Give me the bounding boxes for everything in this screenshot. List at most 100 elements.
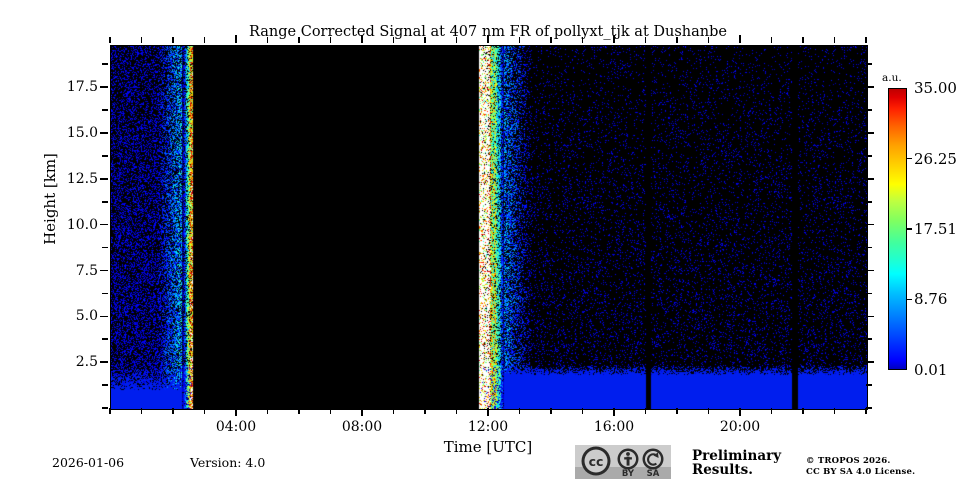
x-tick [833,408,836,414]
colorbar-unit-label: a.u. [882,72,902,84]
x-tick [329,408,332,414]
colorbar-tick-label: 17.51 [914,219,957,238]
x-tick [140,408,143,414]
x-tick-top [329,37,332,44]
x-tick-label: 20:00 [719,419,761,435]
x-tick [109,408,111,414]
x-tick-label: 16:00 [593,419,635,435]
page-title: Range Corrected Signal at 407 nm FR of p… [249,24,727,40]
x-tick-top [707,37,710,44]
x-tick-top [392,37,395,44]
x-tick [392,408,395,414]
x-tick-top [644,37,647,44]
y-tick [102,338,109,341]
y-tick-right [866,361,874,363]
x-tick-top [613,35,615,44]
x-tick [802,408,804,414]
cc-by-label: BY [622,469,635,479]
x-tick [203,408,206,414]
y-tick-right [866,109,872,111]
copyright-line-2: CC BY SA 4.0 License. [806,467,916,477]
preliminary-line-1: Preliminary [692,448,782,464]
x-tick-top [802,37,804,44]
cc-badge-icon: cc BY SA [575,445,671,479]
x-tick-top [865,37,867,44]
y-tick-right [866,246,872,249]
x-tick [266,408,269,414]
colorbar-tick [907,228,912,230]
heatmap-canvas [111,46,867,409]
y-tick-right [866,178,874,180]
y-tick-right [866,86,874,88]
y-tick-right [866,407,872,409]
x-tick-top [770,37,773,44]
y-tick [100,132,109,134]
x-tick [644,408,647,414]
y-tick-right [866,155,872,157]
y-tick-right [866,63,872,66]
y-tick-label: 15.0 [66,125,98,141]
x-tick [676,408,678,414]
x-tick-top [266,37,269,44]
creative-commons-badge: cc BY SA [575,445,671,479]
x-tick [361,408,363,416]
y-tick [100,269,109,272]
x-tick [770,408,773,414]
x-tick-top [550,37,552,44]
x-tick [298,408,300,414]
y-tick [102,109,109,111]
y-tick [100,223,109,226]
x-tick [235,408,237,416]
y-tick-right [866,132,874,134]
y-tick [102,246,109,249]
y-tick [102,384,109,386]
y-tick-label: 10.0 [66,216,98,233]
svg-text:cc: cc [589,454,604,469]
y-tick [102,155,109,157]
colorbar-tick-label: 35.00 [914,79,957,97]
y-tick-label: 12.5 [66,170,98,187]
y-tick [100,315,109,318]
y-tick [100,86,109,88]
colorbar-tick [907,157,912,160]
x-tick-top [487,35,489,44]
x-tick-top [581,37,584,44]
y-tick-label: 7.5 [75,262,98,279]
y-axis-label: Height [km] [41,153,59,245]
x-tick [707,408,710,414]
colorbar-tick [907,298,912,301]
x-tick-top [109,37,111,44]
y-tick-right [866,223,874,226]
y-tick-label: 17.5 [66,79,98,96]
x-tick [518,408,521,414]
copyright-note: © TROPOS 2026. CC BY SA 4.0 License. [806,456,915,478]
y-tick [100,178,109,180]
y-tick [100,361,109,363]
x-tick-label: 08:00 [341,419,383,435]
footer-version: Version: 4.0 [190,455,266,470]
y-tick-right [866,200,872,203]
preliminary-line-2: Results. [692,462,753,478]
heatmap-axes [110,45,868,410]
colorbar-tick-label: 26.25 [914,149,957,168]
y-tick [102,200,109,203]
x-axis-label: Time [UTC] [443,438,533,456]
x-tick [172,408,174,414]
y-tick [102,292,109,295]
colorbar-tick-label: 8.76 [914,290,948,309]
x-tick [613,408,615,416]
x-tick-top [298,37,300,44]
x-tick-top [140,37,143,44]
cc-sa-label: SA [647,469,660,479]
y-tick-right [866,338,872,341]
x-tick [739,408,741,416]
x-tick-top [676,37,678,44]
colorbar-tick-label: 0.01 [914,361,948,379]
y-tick-right [866,292,872,295]
x-tick-top [739,35,741,44]
x-tick [455,408,458,414]
x-tick-label: 12:00 [467,419,509,435]
footer-date: 2026-01-06 [52,455,125,470]
y-tick-label: 2.5 [75,354,98,371]
